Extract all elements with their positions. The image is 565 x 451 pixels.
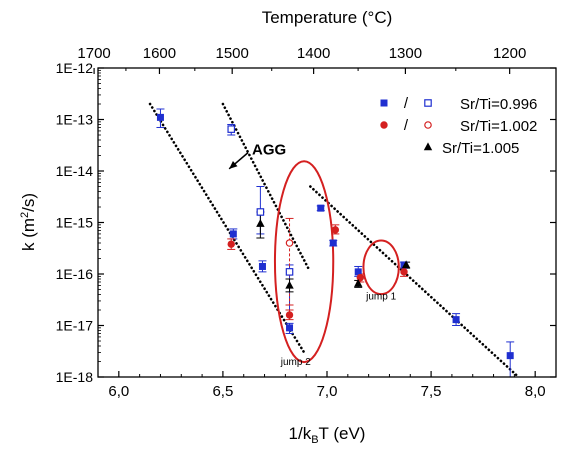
data-point [285,268,294,276]
y-tick-label: 1E-16 [56,266,94,282]
data-point [329,239,337,247]
legend-separator: / [404,95,409,112]
legend-marker [380,99,388,107]
x-tick-label: 6,5 [212,383,233,400]
data-point [156,113,164,121]
data-point [401,260,411,269]
x-tick-label: 6,0 [108,383,129,400]
data-point [258,262,266,270]
data-point [354,268,362,276]
top-tick-label: 1500 [216,45,249,62]
data-point [452,316,460,324]
annotation-label: jump 1 [365,291,396,302]
top-tick-label: 1700 [77,45,110,62]
legend-marker [424,99,432,107]
annotation-label: jump 2 [280,357,311,368]
y-axis-label: k (m2/s) [19,193,38,251]
data-point [227,240,235,248]
agg-arrow-head [229,161,238,169]
fit-line [148,102,306,354]
top-axis-label: Temperature (°C) [262,8,393,27]
legend-separator: / [404,117,409,134]
y-tick-label: 1E-18 [56,369,94,385]
y-tick-label: 1E-14 [56,163,94,179]
x-tick-label: 7,5 [421,383,442,400]
legend-label: Sr/Ti=1.005 [442,140,519,157]
data-point [285,239,294,247]
x-tick-label: 8,0 [525,383,546,400]
x-tick-label: 7,0 [317,383,338,400]
y-tick-label: 1E-15 [56,215,94,231]
x-axis-label: 1/kBT (eV) [289,424,366,446]
data-point [229,230,237,238]
data-point [256,219,265,227]
agg-label: AGG [252,142,286,159]
data-point [400,268,408,276]
top-tick-label: 1300 [389,45,422,62]
annotation-ellipse [362,239,400,296]
data-point [286,324,294,332]
data-point [506,352,514,360]
data-point [256,208,265,216]
data-point [285,280,294,289]
legend-label: Sr/Ti=0.996 [460,96,537,113]
top-tick-label: 1200 [493,45,526,62]
top-tick-label: 1400 [297,45,330,62]
data-point [285,311,294,319]
legend-marker [380,121,388,129]
data-point [331,226,340,234]
data-point [354,279,363,287]
data-point [227,125,236,133]
data-point [317,204,325,212]
y-tick-label: 1E-13 [56,112,94,128]
plot-frame [97,67,557,378]
y-tick-label: 1E-17 [56,318,94,334]
fit-line [309,185,520,379]
y-tick-label: 1E-12 [56,60,94,76]
legend-marker [424,121,432,129]
legend-marker [423,142,433,151]
legend-label: Sr/Ti=1.002 [460,118,537,135]
annotation-ellipse [273,160,335,364]
top-tick-label: 1600 [143,45,176,62]
